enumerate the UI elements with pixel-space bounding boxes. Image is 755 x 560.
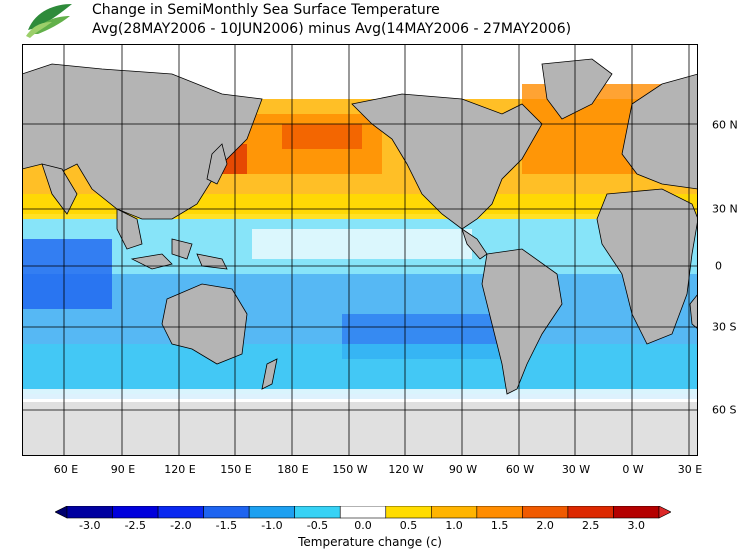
x-tick-label: 0 W bbox=[622, 463, 644, 476]
x-tick-label: 150 E bbox=[220, 463, 252, 476]
colorbar-cell bbox=[203, 506, 250, 519]
africa bbox=[596, 188, 698, 345]
x-tick-label: 120 E bbox=[164, 463, 196, 476]
colorbar-tick-label: 0.0 bbox=[354, 519, 372, 532]
north-america bbox=[351, 93, 543, 230]
colorbar-cell bbox=[157, 506, 204, 519]
graticule bbox=[22, 44, 698, 456]
colorbar-tick-label: -1.5 bbox=[215, 519, 238, 532]
colorbar-tick-label: 1.0 bbox=[445, 519, 463, 532]
australia bbox=[161, 283, 248, 365]
y-tick-label: 60 S bbox=[712, 403, 737, 417]
land-masses bbox=[22, 58, 698, 395]
colorbar-tick-label: 0.5 bbox=[399, 519, 418, 532]
y-tick-label: 60 N bbox=[712, 118, 738, 132]
colorbar-cell bbox=[476, 506, 523, 519]
colorbar-title: Temperature change (c) bbox=[298, 535, 442, 549]
colorbar-high-arrow bbox=[658, 506, 671, 519]
map-title: Change in SemiMonthly Sea Surface Temper… bbox=[92, 2, 440, 18]
colorbar bbox=[55, 506, 671, 519]
x-tick-label: 90 E bbox=[110, 463, 136, 476]
colorbar-low-arrow bbox=[55, 506, 68, 519]
x-tick-label: 30 E bbox=[677, 463, 703, 476]
colorbar-cell bbox=[112, 506, 159, 519]
x-tick-label: 150 W bbox=[332, 463, 368, 476]
x-tick-label: 90 W bbox=[448, 463, 478, 476]
europe bbox=[621, 73, 698, 190]
colorbar-tick-label: -1.0 bbox=[261, 519, 283, 532]
y-tick-label: 0 bbox=[715, 259, 722, 273]
leaf-logo-icon bbox=[26, 4, 72, 38]
colorbar-cell bbox=[431, 506, 478, 519]
colorbar-cell bbox=[613, 506, 660, 519]
colorbar-tick-label: 2.5 bbox=[581, 519, 600, 532]
x-tick-label: 120 W bbox=[388, 463, 424, 476]
sst-change-map bbox=[22, 44, 698, 456]
y-tick-label: 30 N bbox=[712, 202, 738, 216]
colorbar-cell bbox=[66, 506, 113, 519]
colorbar-tick-label: -3.0 bbox=[79, 519, 101, 532]
south-america bbox=[481, 248, 563, 395]
colorbar-tick-label: -2.0 bbox=[170, 519, 192, 532]
x-tick-label: 30 W bbox=[561, 463, 591, 476]
colorbar-tick-label: 2.0 bbox=[536, 519, 554, 532]
y-tick-label: 30 S bbox=[712, 320, 737, 334]
colorbar-tick-label: 3.0 bbox=[627, 519, 645, 532]
colorbar-tick-label: -2.5 bbox=[124, 519, 147, 532]
colorbar-cell bbox=[522, 506, 569, 519]
colorbar-tick-label: -0.5 bbox=[306, 519, 329, 532]
colorbar-cell bbox=[339, 506, 387, 519]
colorbar-tick-label: 1.5 bbox=[490, 519, 509, 532]
colorbar-cell bbox=[248, 506, 295, 519]
antarctic-ice bbox=[22, 402, 698, 456]
map-subtitle: Avg(28MAY2006 - 10JUN2006) minus Avg(14M… bbox=[92, 21, 572, 37]
x-tick-label: 60 E bbox=[53, 463, 79, 476]
x-tick-label: 180 E bbox=[277, 463, 309, 476]
colorbar-cell bbox=[294, 506, 341, 519]
colorbar-cell bbox=[567, 506, 614, 519]
colorbar-cell bbox=[385, 506, 432, 519]
x-tick-label: 60 W bbox=[505, 463, 535, 476]
